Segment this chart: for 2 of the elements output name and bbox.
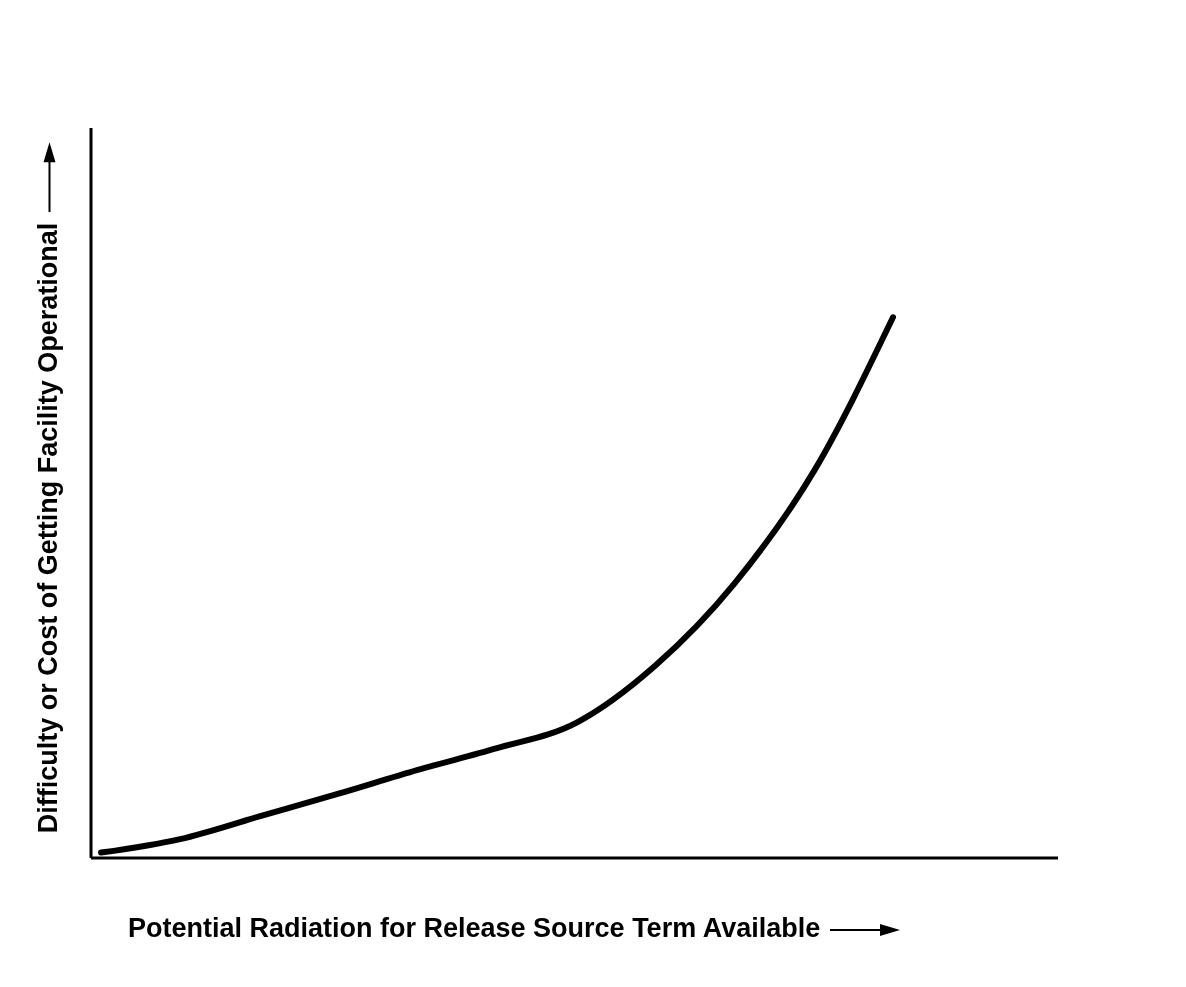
x-axis-title: Potential Radiation for Release Source Term Available xyxy=(128,913,821,943)
y-axis-title: Difficulty or Cost of Getting Facility Operational xyxy=(32,222,63,834)
